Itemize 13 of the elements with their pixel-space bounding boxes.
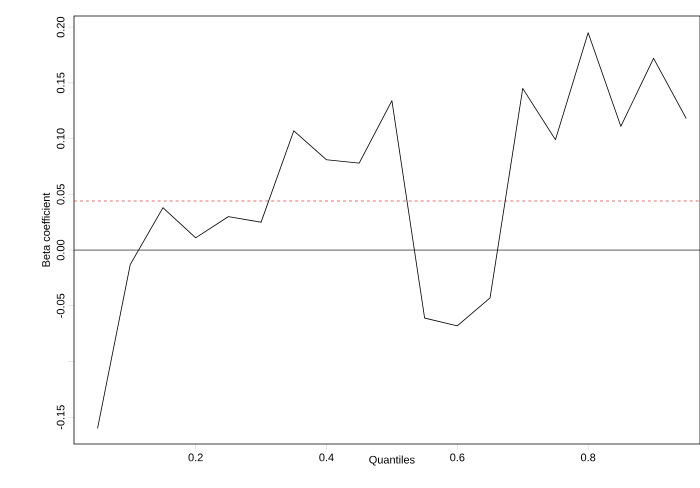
x-tick-label: 0.6	[450, 454, 464, 462]
y-tick-label: -0.05	[56, 294, 64, 318]
y-tick-label: 0.00	[56, 240, 64, 260]
y-tick-label: -0.15	[56, 405, 64, 430]
y-axis-title: Beta coefficient	[42, 192, 50, 266]
y-tick-label: 0.10	[56, 128, 64, 149]
x-tick-label: 0.2	[188, 454, 203, 462]
x-tick-label: 0.8	[580, 454, 596, 462]
y-tick-label: 0.15	[56, 72, 64, 94]
x-tick-label: 0.4	[319, 454, 334, 462]
y-tick-label: 0.20	[56, 16, 64, 38]
x-axis-title: Quantiles	[369, 456, 415, 466]
y-tick-label: 0.05	[56, 184, 64, 205]
